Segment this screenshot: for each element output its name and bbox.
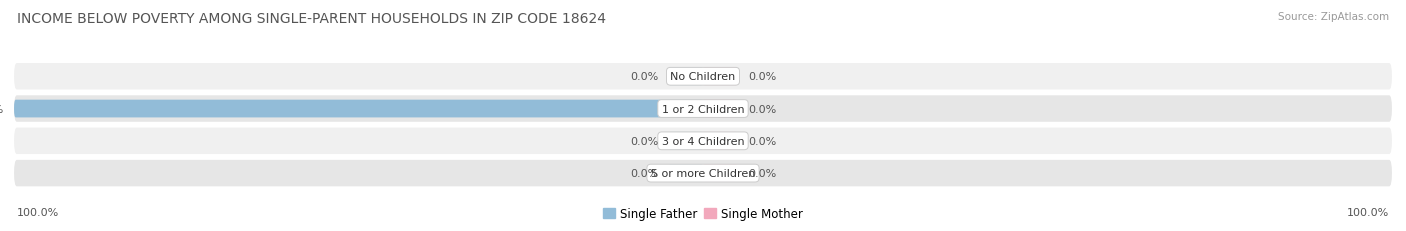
Text: 0.0%: 0.0% [630,72,658,82]
FancyBboxPatch shape [669,68,703,86]
FancyBboxPatch shape [703,164,738,182]
Text: 1 or 2 Children: 1 or 2 Children [662,104,744,114]
FancyBboxPatch shape [703,132,738,150]
Text: 0.0%: 0.0% [748,104,776,114]
FancyBboxPatch shape [14,96,1392,122]
FancyBboxPatch shape [703,68,738,86]
FancyBboxPatch shape [669,164,703,182]
Text: 3 or 4 Children: 3 or 4 Children [662,136,744,146]
Text: 100.0%: 100.0% [0,104,4,114]
FancyBboxPatch shape [14,100,703,118]
FancyBboxPatch shape [703,100,738,118]
Text: 0.0%: 0.0% [748,136,776,146]
Legend: Single Father, Single Mother: Single Father, Single Mother [599,203,807,225]
Text: INCOME BELOW POVERTY AMONG SINGLE-PARENT HOUSEHOLDS IN ZIP CODE 18624: INCOME BELOW POVERTY AMONG SINGLE-PARENT… [17,12,606,25]
Text: 0.0%: 0.0% [748,72,776,82]
FancyBboxPatch shape [14,128,1392,154]
Text: No Children: No Children [671,72,735,82]
Text: 5 or more Children: 5 or more Children [651,168,755,178]
FancyBboxPatch shape [669,132,703,150]
Text: 100.0%: 100.0% [17,207,59,217]
Text: 0.0%: 0.0% [630,168,658,178]
Text: Source: ZipAtlas.com: Source: ZipAtlas.com [1278,12,1389,21]
Text: 0.0%: 0.0% [630,136,658,146]
FancyBboxPatch shape [14,64,1392,90]
Text: 100.0%: 100.0% [1347,207,1389,217]
FancyBboxPatch shape [14,160,1392,186]
Text: 0.0%: 0.0% [748,168,776,178]
